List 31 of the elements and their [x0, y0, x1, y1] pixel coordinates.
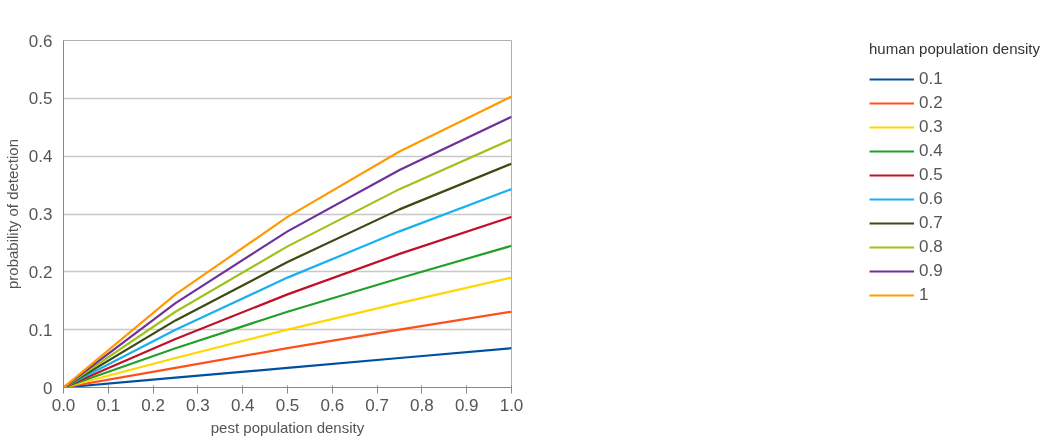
- x-tick-label: 0.0: [51, 395, 76, 415]
- y-tick-label: 0.2: [28, 262, 53, 282]
- legend-label: 0.4: [919, 141, 943, 161]
- x-tick-label: 0.8: [410, 395, 434, 415]
- legend-label: 0.2: [919, 93, 943, 113]
- legend-label: 0.5: [919, 165, 943, 185]
- x-tick-label: 0.6: [320, 395, 345, 415]
- y-axis-title: probability of detection: [3, 138, 21, 290]
- y-tick-label: 0.3: [28, 205, 53, 224]
- legend-label: 0.7: [919, 213, 943, 233]
- x-tick-label: 0.7: [365, 395, 389, 415]
- legend-label: 0.3: [919, 117, 943, 137]
- y-tick-label: 0.6: [28, 31, 53, 51]
- legend-label: 1: [919, 285, 930, 305]
- legend-label: 0.8: [919, 237, 943, 257]
- legend-label: 0.6: [919, 189, 943, 209]
- y-tick-label: 0.5: [28, 89, 53, 109]
- x-tick-label: 0.3: [186, 395, 210, 415]
- x-tick-label: 0.5: [275, 395, 300, 415]
- x-axis-title: pest population density: [210, 418, 365, 436]
- y-tick-label: 0.4: [28, 147, 53, 167]
- y-tick-label: 0: [43, 378, 53, 398]
- y-tick-label: 0.1: [28, 320, 53, 340]
- x-tick-label: 1.0: [499, 395, 524, 415]
- x-tick-label: 0.9: [454, 395, 479, 415]
- legend-title: human population density: [869, 40, 1040, 57]
- x-tick-label: 0.2: [141, 395, 165, 415]
- x-tick-label: 0.1: [96, 395, 121, 415]
- legend-label: 0.1: [919, 69, 943, 89]
- x-tick-label: 0.4: [230, 395, 255, 415]
- legend-label: 0.9: [919, 261, 943, 281]
